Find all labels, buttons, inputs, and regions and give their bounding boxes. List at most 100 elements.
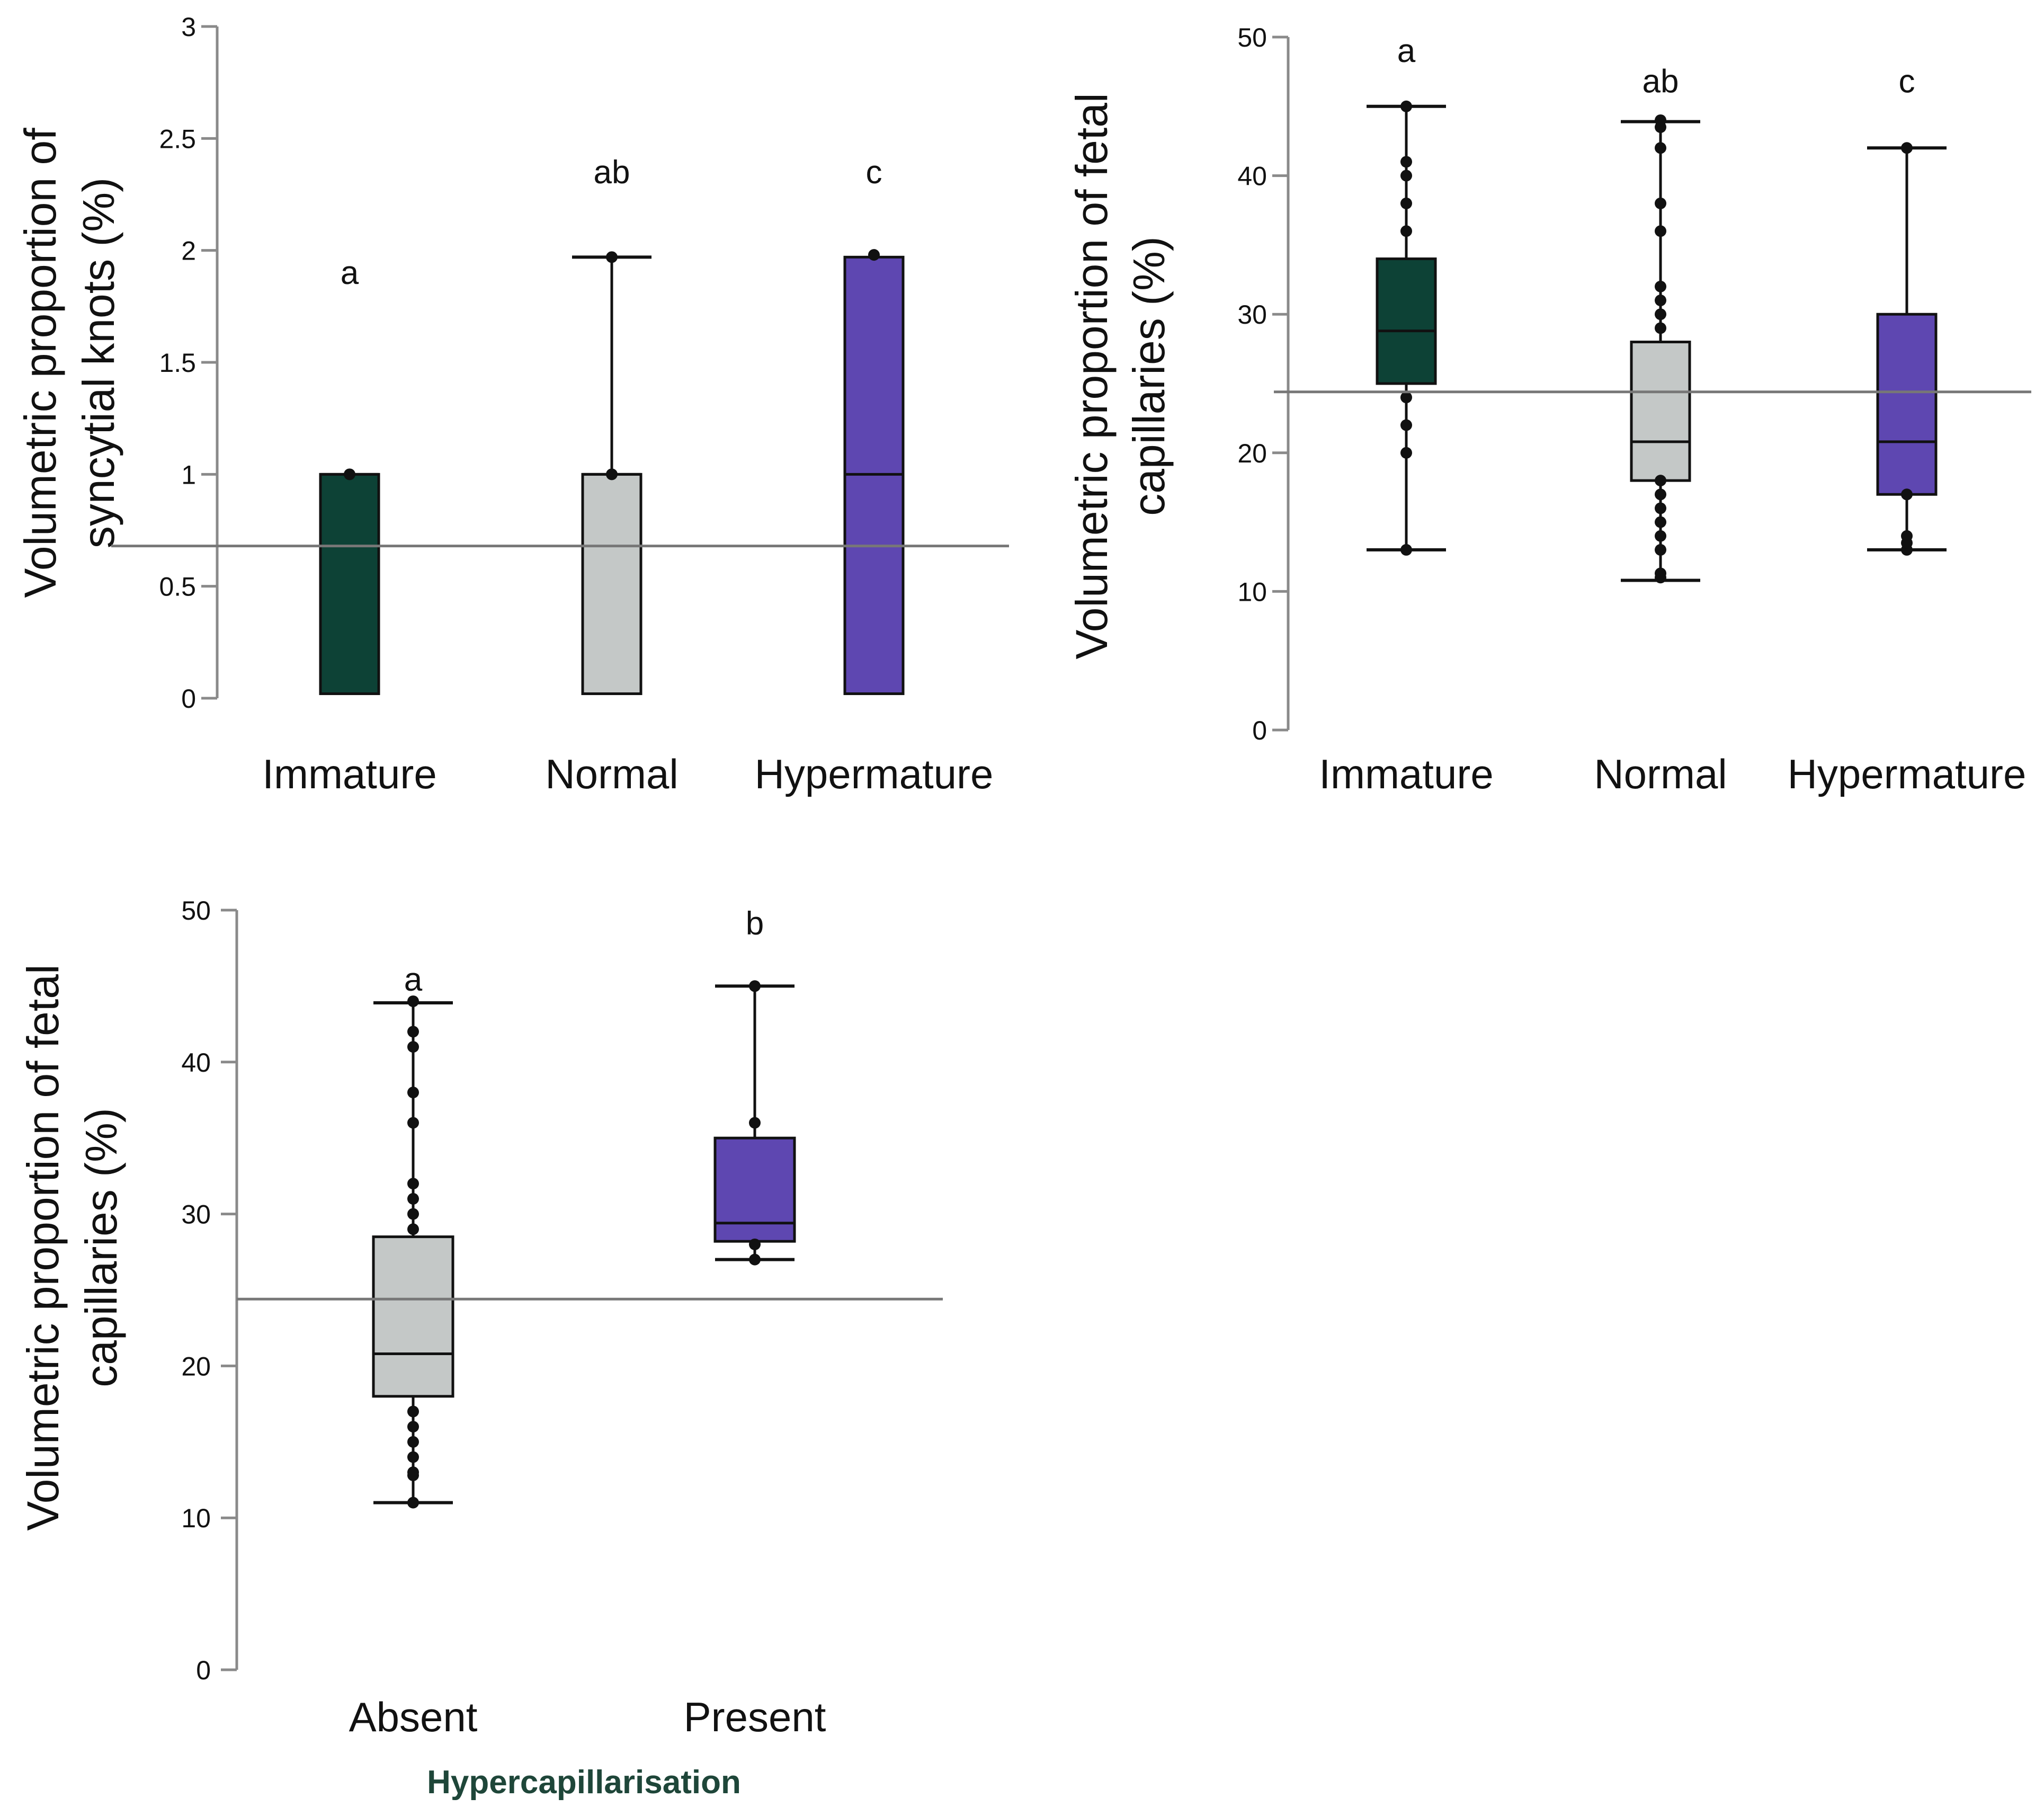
significance-letter: b — [746, 905, 764, 942]
data-point — [1655, 280, 1666, 292]
data-point — [1655, 530, 1666, 542]
y-tick-label: 50 — [1237, 23, 1267, 52]
y-axis-label: Volumetric proportion of fetal — [1067, 93, 1117, 659]
y-tick-label: 40 — [181, 1048, 211, 1078]
data-point — [1655, 544, 1666, 556]
significance-letter: a — [404, 962, 423, 998]
data-point — [1901, 488, 1913, 501]
y-tick-label: 10 — [181, 1503, 211, 1533]
data-point — [407, 1117, 419, 1129]
data-point — [1655, 322, 1666, 334]
data-point — [1400, 225, 1412, 237]
data-point — [1400, 170, 1412, 182]
data-point — [1655, 295, 1666, 307]
data-point — [407, 1026, 419, 1038]
significance-letter: ab — [1643, 64, 1679, 100]
data-point — [407, 1405, 419, 1418]
box-immature — [1367, 100, 1446, 556]
significance-letter: ab — [594, 154, 630, 191]
box-hypermature — [843, 249, 905, 696]
chart-syncytial-knots: 0 0.5 1 1.5 2 2.5 3 Volumetric proportion of syn… — [15, 12, 1009, 797]
y-tick-label: 0 — [196, 1655, 211, 1685]
y-tick-label: 2.5 — [159, 124, 196, 154]
data-point — [1655, 225, 1666, 237]
data-point — [407, 1178, 419, 1190]
data-point — [407, 1497, 419, 1509]
data-point — [407, 1436, 419, 1448]
y-tick-label: 30 — [181, 1200, 211, 1230]
data-point — [749, 1117, 761, 1129]
data-point — [1655, 475, 1666, 487]
y-axis-label: capillaries (%) — [76, 1108, 126, 1387]
x-category-label: Normal — [545, 751, 678, 797]
data-point — [1400, 156, 1412, 168]
data-point — [1400, 391, 1412, 404]
y-tick-label: 1 — [181, 460, 196, 489]
chart-fetal-capillaries-by-hypercapillarisation: 0 10 20 30 40 50 Volumetric proportion of feta… — [18, 896, 943, 1801]
box-rect — [1630, 341, 1691, 482]
box-rect — [319, 473, 380, 696]
box-rect — [713, 1136, 796, 1243]
box-normal — [1621, 114, 1700, 584]
x-axis-title: Hypercapillarisation — [427, 1764, 741, 1801]
x-category-label: Normal — [1594, 751, 1727, 797]
y-tick-label: 30 — [1237, 300, 1267, 330]
y-tick-label: 0 — [181, 684, 196, 714]
data-point — [407, 1223, 419, 1235]
data-point — [344, 468, 355, 480]
data-point — [407, 1208, 419, 1220]
data-point — [407, 1421, 419, 1433]
data-point — [1655, 516, 1666, 528]
data-point — [1901, 142, 1913, 154]
y-axis-label: Volumetric proportion of fetal — [18, 964, 68, 1530]
y-tick-label: 40 — [1237, 162, 1267, 191]
data-point — [1400, 544, 1412, 556]
box-present — [713, 980, 796, 1266]
data-point — [407, 1087, 419, 1099]
y-tick-label: 0.5 — [159, 572, 196, 602]
x-category-label: Immature — [262, 751, 436, 797]
x-category-label: Present — [684, 1694, 826, 1740]
y-axis-label: capillaries (%) — [1124, 236, 1174, 515]
box-rect — [581, 473, 642, 696]
data-point — [749, 1253, 761, 1266]
y-tick-label: 20 — [181, 1351, 211, 1381]
x-category-label: Hypermature — [755, 751, 994, 797]
box-rect — [1876, 313, 1938, 496]
box-hypermature — [1867, 142, 1947, 556]
y-axis-label: Volumetric proportion of — [15, 128, 65, 598]
significance-letter: c — [866, 154, 882, 191]
chart-fetal-capillaries-by-maturity: 0 10 20 30 40 50 Volumetric proportion of feta… — [1067, 23, 2031, 797]
data-point — [1655, 142, 1666, 154]
box-rect — [372, 1235, 454, 1398]
data-point — [407, 1466, 419, 1479]
data-point — [1655, 488, 1666, 501]
x-category-label: Hypermature — [1788, 751, 2027, 797]
data-point — [407, 1192, 419, 1205]
box-normal — [572, 251, 651, 696]
x-category-label: Absent — [349, 1694, 478, 1740]
data-point — [606, 468, 618, 480]
data-point — [1400, 419, 1412, 431]
x-category-label: Immature — [1319, 751, 1493, 797]
data-point — [1400, 100, 1412, 112]
y-tick-label: 3 — [181, 12, 196, 42]
significance-letter: c — [1899, 64, 1915, 100]
significance-letter: a — [1397, 33, 1416, 69]
data-point — [1655, 308, 1666, 321]
box-absent — [372, 995, 454, 1509]
data-point — [868, 249, 880, 261]
y-tick-label: 1.5 — [159, 348, 196, 378]
significance-letter: a — [341, 255, 359, 291]
box-immature — [319, 468, 380, 696]
data-point — [749, 1238, 761, 1250]
box-rect — [1376, 257, 1437, 385]
y-tick-label: 2 — [181, 236, 196, 266]
data-point — [1400, 447, 1412, 459]
data-point — [407, 1451, 419, 1463]
y-tick-label: 20 — [1237, 439, 1267, 468]
data-point — [1655, 567, 1666, 580]
data-point — [606, 251, 618, 263]
y-tick-label: 10 — [1237, 577, 1267, 607]
